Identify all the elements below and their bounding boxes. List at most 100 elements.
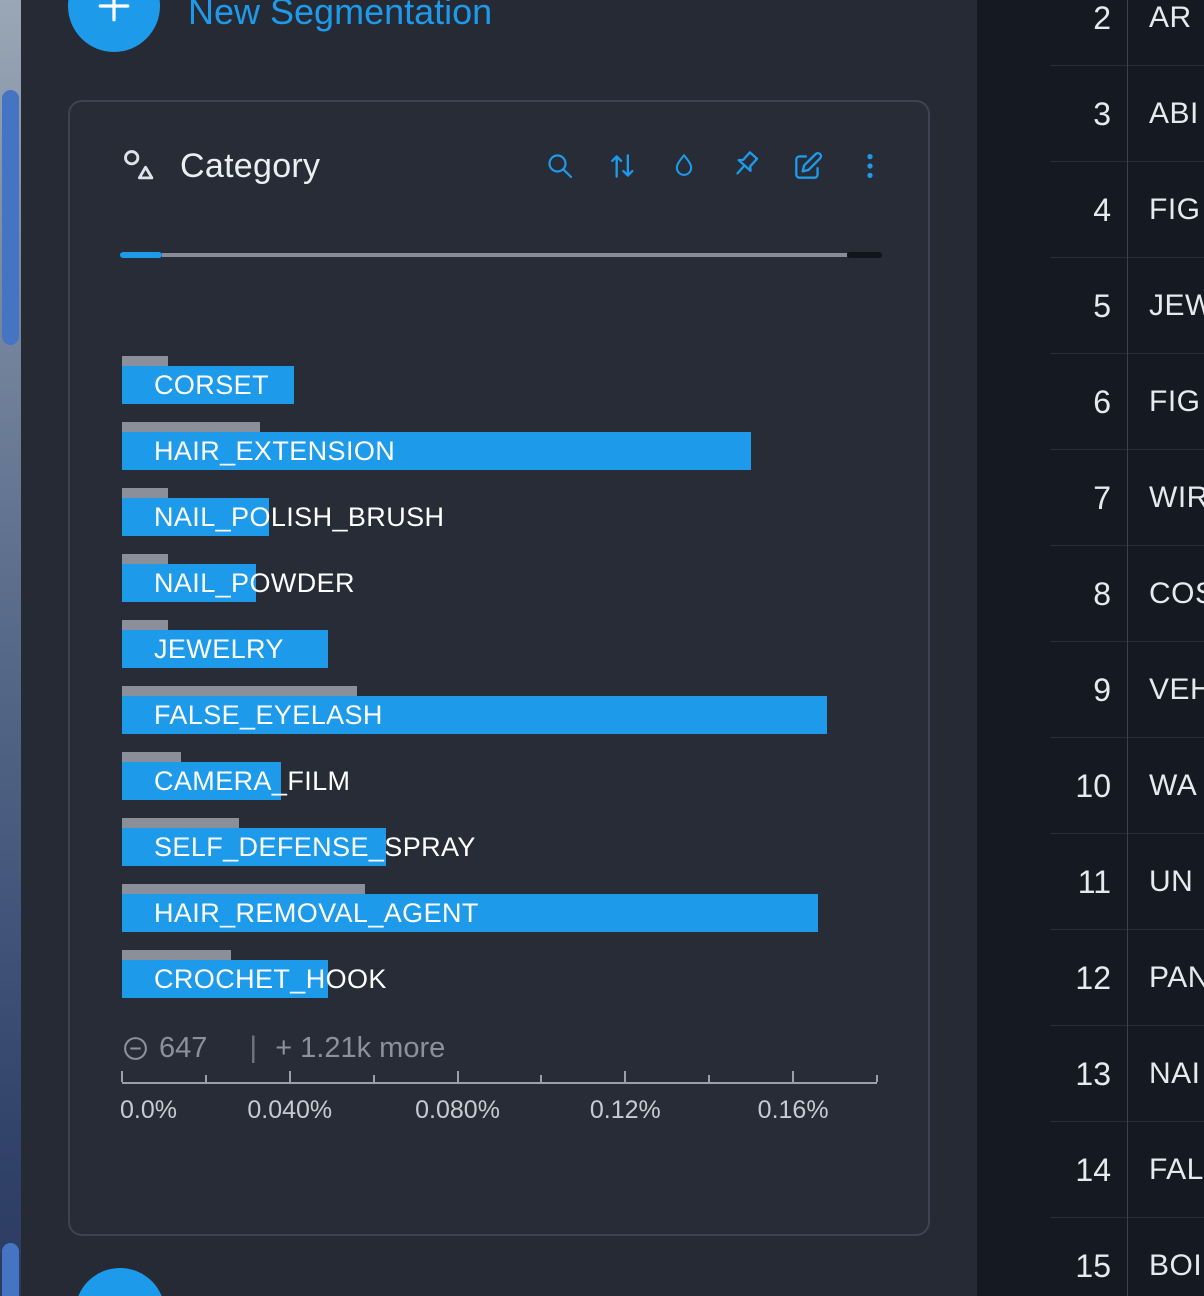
row-number: 15	[1075, 1247, 1111, 1284]
row-number: 9	[1093, 671, 1111, 708]
bar-row[interactable]: NAIL_POWDER	[122, 554, 877, 602]
excluded-count-value: 647	[159, 1031, 208, 1064]
axis-minor-tick	[372, 1075, 375, 1082]
row-label: WIR	[1149, 481, 1204, 514]
category-bar[interactable]	[122, 828, 387, 866]
axis-tick	[624, 1071, 627, 1082]
row-label: COS	[1149, 577, 1204, 610]
table-row[interactable]: 12 PAN	[977, 930, 1204, 1026]
row-number: 14	[1075, 1151, 1111, 1188]
bar-label: NAIL_POWDER	[154, 568, 355, 598]
axis-tick	[121, 1071, 123, 1082]
category-bar[interactable]	[122, 498, 269, 536]
bar-label: NAIL_POLISH_BRUSH	[154, 502, 445, 532]
bar-row[interactable]: FALSE_EYELASH	[122, 686, 877, 734]
table-row[interactable]: 10 WA	[977, 738, 1204, 834]
axis-tick-label: 0.16%	[757, 1096, 829, 1124]
row-number: 2	[1093, 0, 1111, 36]
more-categories-link[interactable]: + 1.21k more	[275, 1031, 446, 1064]
bar-row[interactable]: CAMERA_FILM	[122, 752, 877, 800]
plus-icon[interactable]	[68, 0, 160, 52]
table-row[interactable]: 2 AR	[977, 0, 1204, 66]
chart-footer: 647 | + 1.21k more	[122, 1030, 445, 1066]
bar-label: FALSE_EYELASH	[154, 700, 383, 730]
bar-label: JEWELRY	[154, 634, 284, 664]
bar-row[interactable]: CORSET	[122, 356, 877, 404]
row-number: 6	[1093, 383, 1111, 420]
bar-row[interactable]: NAIL_POLISH_BRUSH	[122, 488, 877, 536]
sort-icon[interactable]	[604, 148, 640, 184]
bar-row[interactable]: HAIR_REMOVAL_AGENT	[122, 884, 877, 932]
category-bar[interactable]	[122, 960, 328, 998]
table-row[interactable]: 3 ABI	[977, 66, 1204, 162]
row-number: 13	[1075, 1055, 1111, 1092]
comparison-bar	[122, 686, 357, 696]
category-bar[interactable]	[122, 696, 827, 734]
category-bar[interactable]	[122, 432, 752, 470]
chart-scrollbar[interactable]	[120, 252, 882, 258]
row-number: 7	[1093, 479, 1111, 516]
more-options-icon[interactable]	[852, 148, 888, 184]
bar-row[interactable]: HAIR_EXTENSION	[122, 422, 877, 470]
footer-divider: |	[249, 1031, 258, 1064]
axis-minor-tick	[876, 1075, 878, 1082]
row-number: 8	[1093, 575, 1111, 612]
table-row[interactable]: 14 FAL	[977, 1122, 1204, 1218]
category-card: Category	[68, 100, 930, 1236]
bar-row[interactable]: SELF_DEFENSE_SPRAY	[122, 818, 877, 866]
left-scroll-rail	[0, 0, 21, 1296]
bar-label: HAIR_REMOVAL_AGENT	[154, 898, 479, 928]
category-bar[interactable]	[122, 894, 819, 932]
add-button-partial[interactable]	[75, 1268, 165, 1296]
axis-tick-label: 0.040%	[247, 1096, 333, 1124]
search-icon[interactable]	[542, 148, 578, 184]
comparison-bar	[122, 422, 261, 432]
new-segmentation-button[interactable]: New Segmentation	[68, 0, 492, 52]
edit-icon[interactable]	[790, 148, 826, 184]
axis-tick	[456, 1071, 459, 1082]
card-title: Category	[180, 146, 321, 185]
pin-icon[interactable]	[728, 148, 764, 184]
table-row[interactable]: 7 WIR	[977, 450, 1204, 546]
bar-row[interactable]: CROCHET_HOOK	[122, 950, 877, 998]
comparison-bar	[122, 950, 232, 960]
category-bar[interactable]	[122, 630, 328, 668]
row-label: JEW	[1149, 289, 1204, 322]
comparison-bar	[122, 356, 169, 366]
bar-label: SELF_DEFENSE_SPRAY	[154, 832, 476, 862]
table-row[interactable]: 11 UN	[977, 834, 1204, 930]
bar-label: CROCHET_HOOK	[154, 964, 387, 994]
comparison-bar	[122, 554, 169, 564]
table-row[interactable]: 8 COS	[977, 546, 1204, 642]
row-label: FIG	[1149, 385, 1201, 418]
table-row[interactable]: 15 BOI	[977, 1218, 1204, 1296]
table-row[interactable]: 6 FIG	[977, 354, 1204, 450]
excluded-count[interactable]: 647	[122, 1032, 207, 1065]
row-number: 12	[1075, 959, 1111, 996]
new-segmentation-label: New Segmentation	[188, 0, 493, 32]
x-axis-line	[122, 1082, 877, 1084]
scroll-thumb-top[interactable]	[2, 90, 19, 345]
category-bar-chart: CORSET HAIR_EXTENSION NAIL_POLISH_BRUSH NAI…	[122, 356, 877, 1016]
row-label: FIG	[1149, 193, 1201, 226]
scroll-thumb-bottom[interactable]	[2, 1243, 19, 1296]
table-row[interactable]: 13 NAI	[977, 1026, 1204, 1122]
axis-tick-label: 0.12%	[589, 1096, 661, 1124]
table-row[interactable]: 9 VEH	[977, 642, 1204, 738]
bar-label: HAIR_EXTENSION	[154, 436, 396, 466]
category-bar[interactable]	[122, 366, 294, 404]
table-row[interactable]: 5 JEW	[977, 258, 1204, 354]
color-droplet-icon[interactable]	[666, 148, 702, 184]
category-property-icon	[120, 146, 160, 186]
scrollbar-track	[162, 253, 847, 257]
row-number: 10	[1075, 767, 1111, 804]
table-row[interactable]: 4 FIG	[977, 162, 1204, 258]
axis-minor-tick	[540, 1075, 543, 1082]
axis-tick-label: 0.080%	[415, 1096, 500, 1124]
row-number: 4	[1093, 191, 1111, 228]
category-bar[interactable]	[122, 762, 282, 800]
comparison-bar	[122, 818, 240, 828]
category-bar[interactable]	[122, 564, 257, 602]
table-column-separator	[1127, 0, 1128, 1296]
bar-row[interactable]: JEWELRY	[122, 620, 877, 668]
